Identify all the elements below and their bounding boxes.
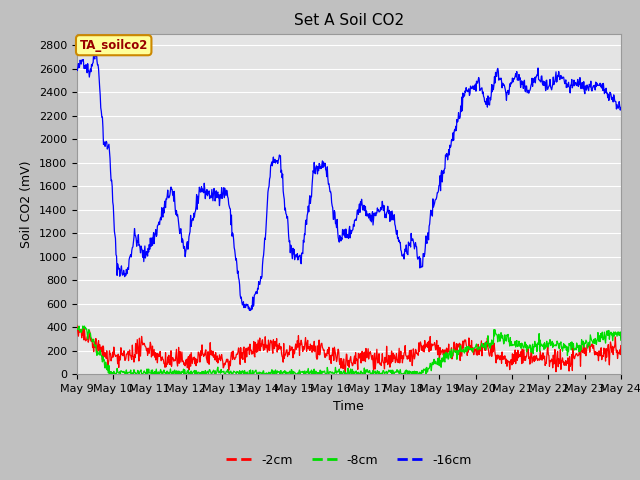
Legend: -2cm, -8cm, -16cm: -2cm, -8cm, -16cm <box>221 449 476 472</box>
X-axis label: Time: Time <box>333 400 364 413</box>
Y-axis label: Soil CO2 (mV): Soil CO2 (mV) <box>20 160 33 248</box>
Text: TA_soilco2: TA_soilco2 <box>79 39 148 52</box>
Title: Set A Soil CO2: Set A Soil CO2 <box>294 13 404 28</box>
